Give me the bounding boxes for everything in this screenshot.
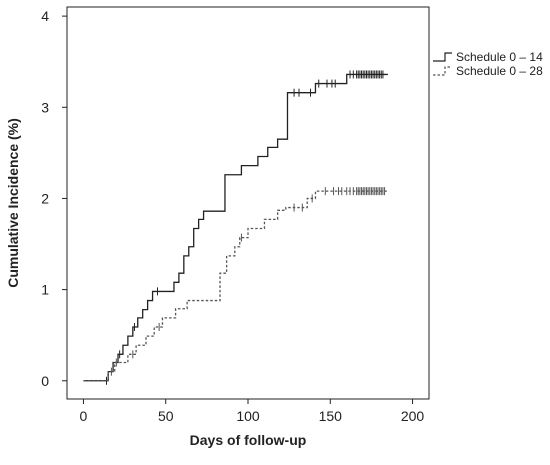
y-tick-label: 1 (41, 282, 49, 298)
plot-frame (66, 6, 430, 400)
series-line (83, 73, 388, 382)
x-tick-label: 150 (319, 408, 343, 424)
legend-label: Schedule 0 – 28 (456, 64, 543, 78)
y-tick-label: 2 (41, 190, 49, 206)
x-axis: 0 50 100 150 200 (80, 399, 425, 424)
y-axis: 0 1 2 3 4 (41, 8, 67, 389)
legend-swatch (433, 52, 452, 62)
y-tick-label: 4 (41, 8, 49, 24)
legend-label: Schedule 0 – 14 (456, 50, 543, 64)
x-tick-label: 100 (236, 408, 260, 424)
x-tick-label: 0 (80, 408, 88, 424)
legend-swatch (433, 66, 452, 76)
y-tick-label: 3 (41, 99, 49, 115)
y-axis-title: Cumulative Incidence (%) (5, 118, 21, 288)
x-tick-label: 200 (401, 408, 425, 424)
series-layer (83, 70, 388, 385)
series-line (83, 190, 388, 382)
x-axis-title: Days of follow-up (190, 432, 307, 448)
x-tick-label: 50 (158, 408, 174, 424)
series-2 (83, 187, 388, 382)
y-tick-label: 0 (41, 373, 49, 389)
series-1 (83, 70, 388, 385)
